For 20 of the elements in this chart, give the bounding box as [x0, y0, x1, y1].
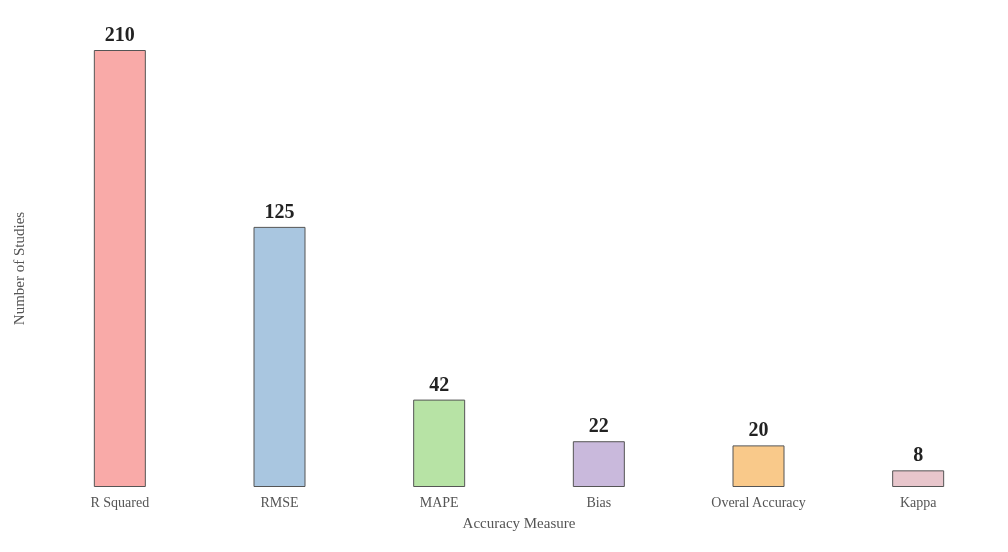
data-label: 42	[429, 372, 450, 395]
data-label: 125	[264, 199, 295, 222]
y-axis-title: Number of Studies	[10, 211, 27, 326]
bar	[892, 470, 945, 487]
x-tick-label: Overal Accuracy	[711, 494, 806, 510]
bar	[93, 50, 146, 487]
data-label: 210	[104, 23, 135, 45]
x-tick-label: RMSE	[260, 494, 299, 510]
x-tick-label: Bias	[586, 494, 612, 510]
bar	[253, 226, 306, 487]
bar	[732, 445, 785, 487]
data-label: 20	[748, 418, 769, 441]
x-axis-title: Accuracy Measure	[462, 514, 576, 531]
x-tick-label: R Squared	[90, 494, 150, 510]
x-tick-label: Kappa	[899, 494, 938, 510]
data-label: 8	[913, 443, 924, 466]
x-tick-label: MAPE	[419, 494, 459, 510]
bar	[572, 441, 625, 487]
bar	[413, 399, 466, 487]
data-label: 22	[588, 414, 609, 437]
